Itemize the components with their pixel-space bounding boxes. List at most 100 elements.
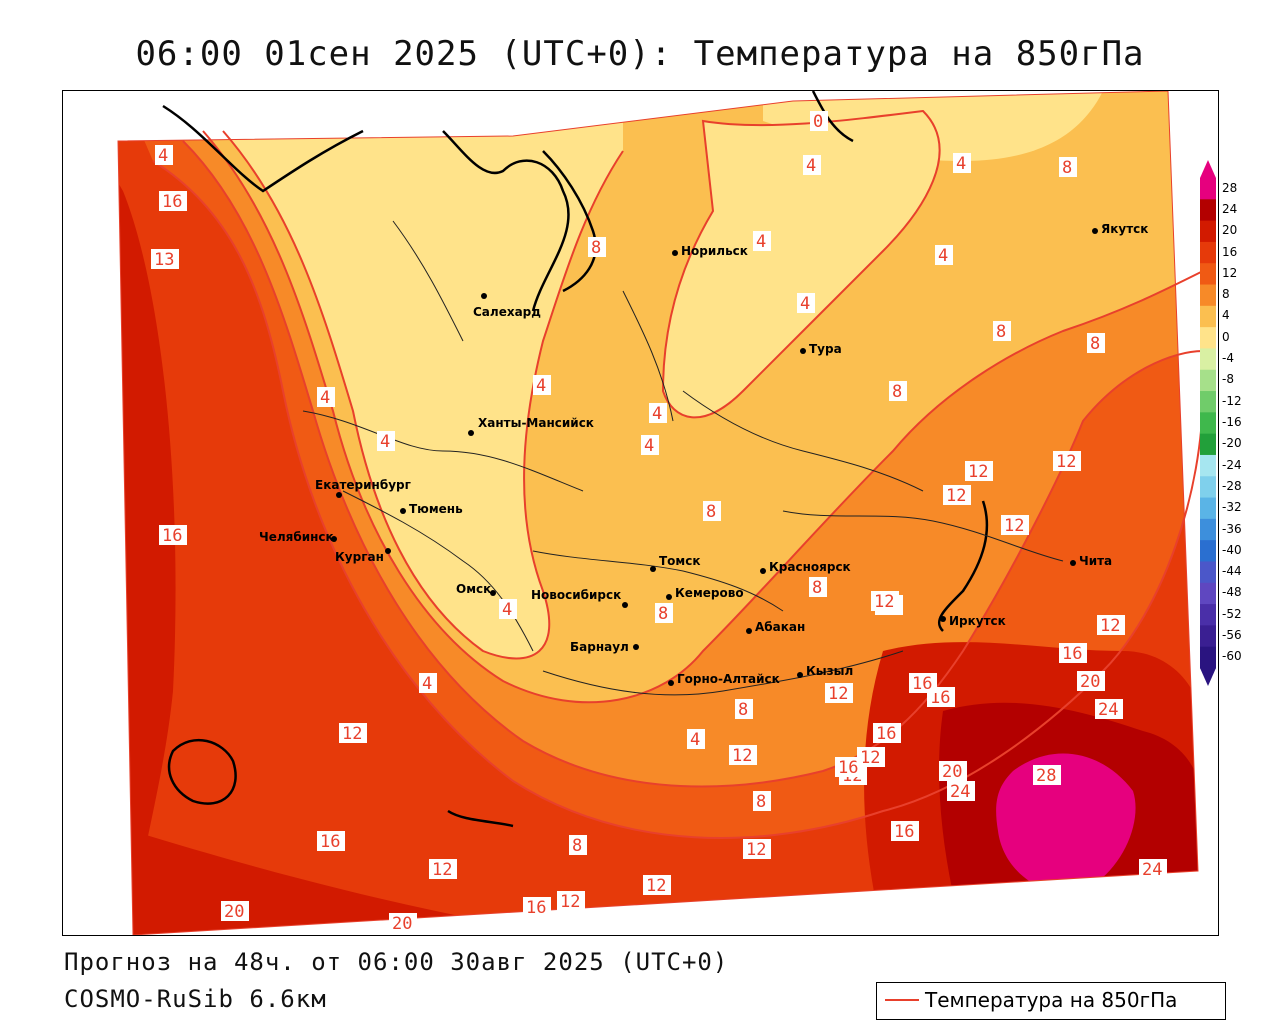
scale-swatch (1200, 476, 1216, 499)
scale-swatch (1200, 646, 1216, 669)
isotherm-label: 24 (947, 781, 975, 802)
isotherm-labels: 4 0 4 4 8 8 4 4 4 4 4 4 8 8 8 8 4 4 4 4 … (151, 111, 1167, 934)
svg-text:4: 4 (800, 294, 810, 314)
svg-text:8: 8 (892, 382, 902, 402)
svg-text:28: 28 (1036, 766, 1056, 786)
legend: Температура на 850гПа (876, 982, 1226, 1020)
svg-text:4: 4 (806, 156, 816, 176)
city-yekaterinburg: Екатеринбург (315, 478, 411, 498)
svg-text:4: 4 (956, 154, 966, 174)
svg-text:12: 12 (1100, 616, 1120, 636)
isotherm-label: 12 (1053, 451, 1081, 472)
svg-text:12: 12 (874, 592, 894, 612)
city-tyumen: Тюмень (400, 502, 463, 516)
isotherm-label: 12 (557, 891, 585, 912)
scale-swatch (1200, 178, 1216, 200)
isotherm-label: 8 (655, 603, 673, 624)
isotherm-label: 24 (1095, 699, 1123, 720)
coastlines (162, 91, 989, 828)
svg-text:16: 16 (1062, 644, 1082, 664)
scale-swatch (1200, 582, 1216, 605)
scale-swatch (1200, 561, 1216, 584)
scale-tick-label: 4 (1222, 308, 1230, 323)
svg-text:12: 12 (342, 724, 362, 744)
isotherm-label: 4 (803, 155, 821, 176)
isotherm-label: 8 (889, 381, 907, 402)
svg-text:8: 8 (572, 836, 582, 856)
svg-text:Норильск: Норильск (681, 244, 748, 258)
svg-text:Ханты-Мансийск: Ханты-Мансийск (478, 416, 594, 430)
isotherm-label: 8 (809, 577, 827, 598)
scale-swatch (1200, 412, 1216, 435)
legend-label: Температура на 850гПа (925, 988, 1178, 1012)
isotherm-label: 12 (429, 859, 457, 880)
svg-text:12: 12 (646, 876, 666, 896)
svg-text:24: 24 (1098, 700, 1118, 720)
city-abakan: Абакан (746, 620, 805, 634)
scale-swatch (1200, 263, 1216, 286)
isotherm-label: 8 (735, 699, 753, 720)
isotherm-label: 12 (1097, 615, 1125, 636)
isotherm-label: 20 (1077, 671, 1105, 692)
isotherm-label: 20 (939, 761, 967, 782)
svg-text:4: 4 (158, 146, 168, 166)
isotherm-label: 4 (377, 431, 395, 452)
isotherm-label: 4 (317, 387, 335, 408)
scale-arrow-bottom (1200, 668, 1216, 686)
svg-text:Курган: Курган (335, 550, 384, 564)
isotherm-label: 20 (389, 913, 417, 934)
isotherm-label: 4 (753, 231, 771, 252)
scale-swatch (1200, 433, 1216, 456)
isotherm-label: 24 (1139, 859, 1167, 880)
scale-tick-label: -52 (1222, 606, 1242, 621)
scale-swatch (1200, 241, 1216, 264)
city-omsk: Омск (456, 582, 496, 596)
scale-tick-label: -8 (1222, 372, 1234, 387)
svg-text:12: 12 (560, 892, 580, 912)
svg-text:12: 12 (968, 462, 988, 482)
isotherm-label: 4 (953, 153, 971, 174)
scale-swatch (1200, 284, 1216, 307)
svg-text:20: 20 (942, 762, 962, 782)
svg-text:4: 4 (644, 436, 654, 456)
svg-text:12: 12 (1004, 516, 1024, 536)
svg-text:12: 12 (828, 684, 848, 704)
svg-text:16: 16 (838, 758, 858, 778)
scale-swatch (1200, 540, 1216, 562)
isotherm-label: 8 (703, 501, 721, 522)
isotherm-label: 12 (857, 747, 885, 768)
isotherm-label: 4 (797, 293, 815, 314)
svg-text:8: 8 (1062, 158, 1072, 178)
svg-text:4: 4 (422, 674, 432, 694)
isotherm-label: 8 (1087, 333, 1105, 354)
city-tomsk: Томск (650, 554, 701, 572)
scale-tick-label: -28 (1222, 478, 1242, 493)
forecast-info: Прогноз на 48ч. от 06:00 30авг 2025 (UTC… (64, 948, 729, 976)
svg-text:4: 4 (536, 376, 546, 396)
svg-text:Новосибирск: Новосибирск (531, 588, 621, 602)
svg-text:Красноярск: Красноярск (769, 560, 851, 574)
city-yakutsk: Якутск (1092, 222, 1148, 236)
cities: Якутск Норильск Салехард Тура Ханты-Манс… (259, 222, 1148, 686)
scale-tick-label: -40 (1222, 542, 1242, 557)
svg-text:16: 16 (162, 192, 182, 212)
svg-text:Кызыл: Кызыл (806, 664, 853, 678)
isotherm-label: 16 (909, 673, 937, 694)
isotherm-label: 16 (891, 821, 919, 842)
svg-text:20: 20 (392, 914, 412, 934)
isotherm-label: 0 (810, 111, 828, 132)
scale-swatch (1200, 391, 1216, 413)
svg-text:8: 8 (591, 238, 601, 258)
isotherm-label: 16 (835, 757, 863, 778)
svg-text:12: 12 (746, 840, 766, 860)
scale-tick-label: 20 (1222, 223, 1238, 238)
svg-text:8: 8 (658, 604, 668, 624)
isotherm-label: 8 (1059, 157, 1077, 178)
map-area[interactable]: Якутск Норильск Салехард Тура Ханты-Манс… (62, 90, 1219, 936)
svg-text:4: 4 (502, 600, 512, 620)
isotherm-label: 12 (743, 839, 771, 860)
scale-swatch (1200, 497, 1216, 520)
isotherm-label: 16 (159, 191, 187, 212)
isotherm-label: 12 (825, 683, 853, 704)
isotherm-label: 12 (871, 591, 899, 612)
